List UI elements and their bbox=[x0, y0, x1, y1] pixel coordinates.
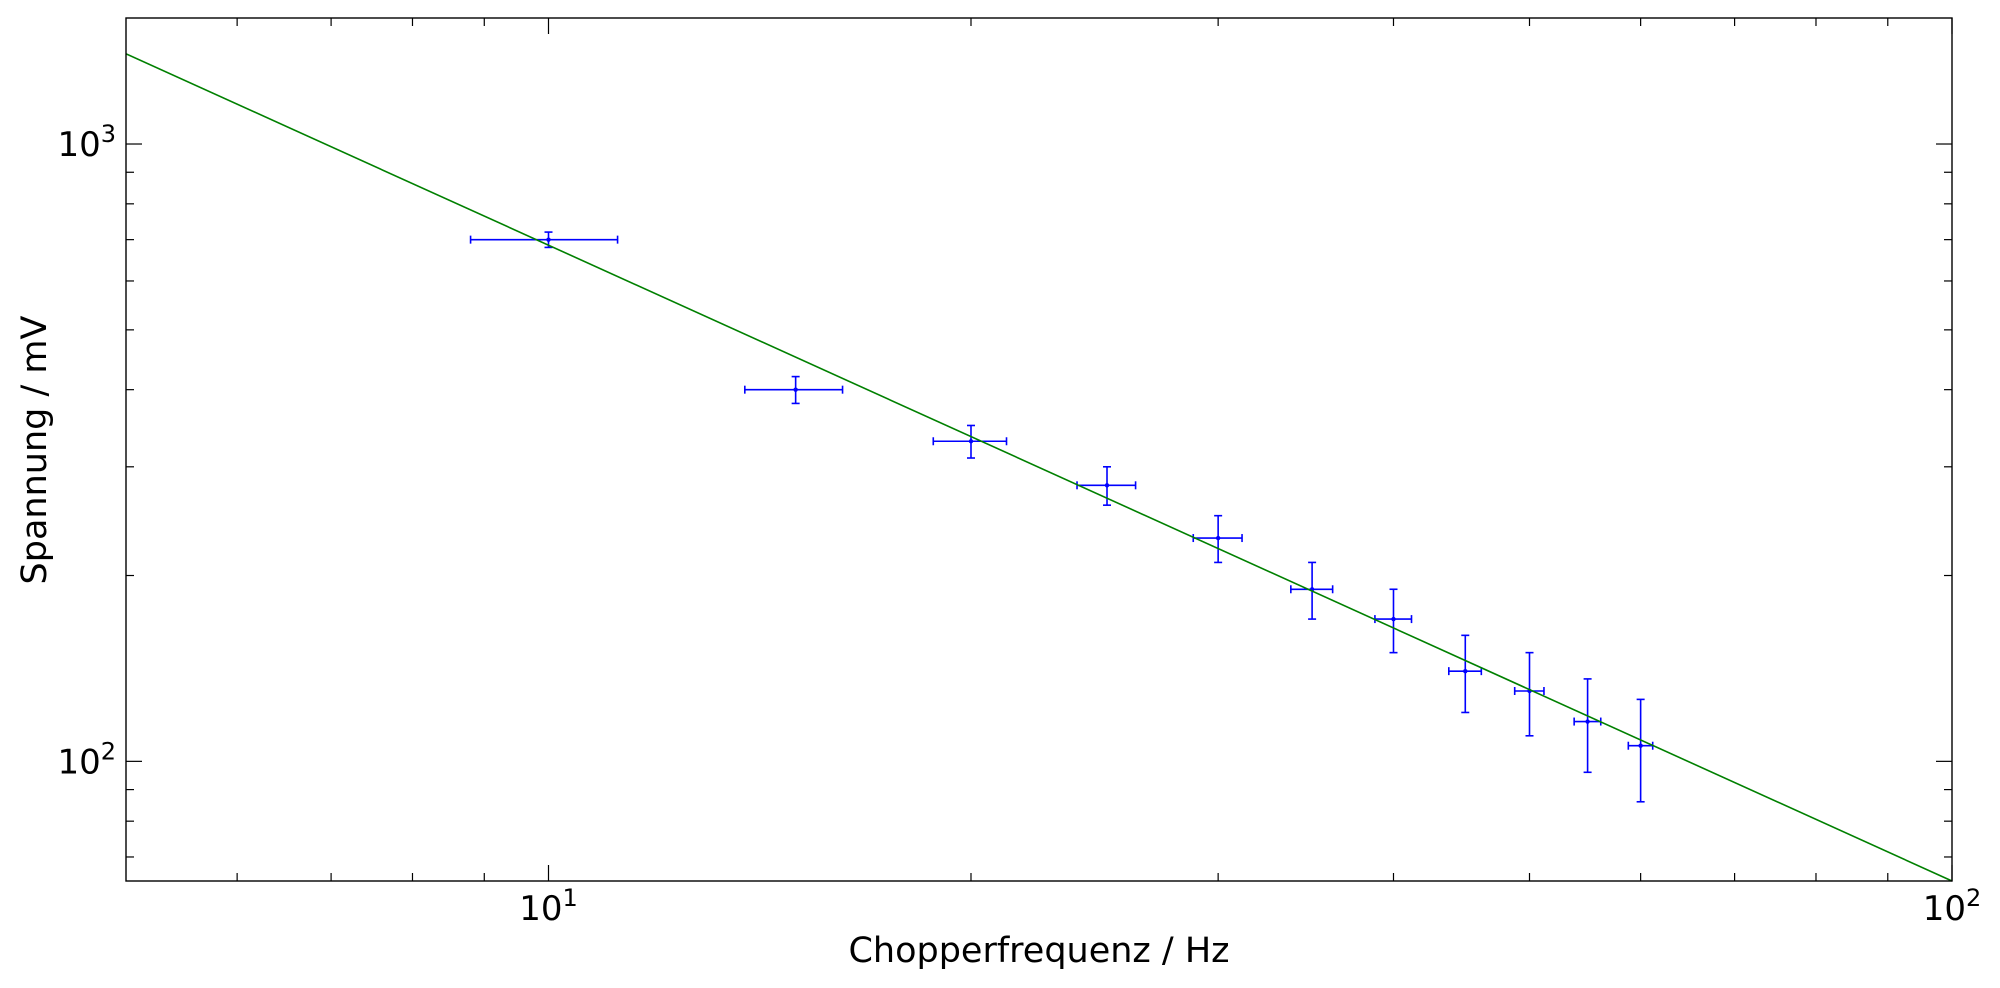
point-marker bbox=[1585, 719, 1590, 724]
data-point bbox=[1374, 588, 1413, 654]
y-axis-label: Spannung / mV bbox=[15, 315, 55, 584]
x-tick-label: 101 bbox=[519, 884, 578, 929]
x-axis-label: Chopperfrequenz / Hz bbox=[848, 931, 1229, 971]
data-point bbox=[469, 231, 619, 249]
x-tick-label: 102 bbox=[1923, 884, 1982, 929]
data-point bbox=[744, 375, 844, 405]
point-marker bbox=[1215, 535, 1221, 541]
data-point bbox=[1076, 466, 1137, 506]
data-point bbox=[1513, 651, 1545, 737]
data-point bbox=[1448, 634, 1483, 714]
point-marker bbox=[546, 237, 551, 242]
y-tick-label: 102 bbox=[57, 737, 116, 782]
axes-frame bbox=[125, 17, 1953, 882]
axis-ticks bbox=[126, 18, 1953, 881]
point-marker bbox=[1104, 483, 1110, 488]
point-marker bbox=[1463, 668, 1468, 674]
y-tick-label: 103 bbox=[57, 120, 116, 165]
point-marker bbox=[1638, 743, 1643, 748]
point-marker bbox=[793, 387, 798, 392]
data-marks bbox=[125, 53, 1953, 882]
fit-line bbox=[125, 53, 1953, 882]
data-point bbox=[1573, 678, 1602, 774]
point-marker bbox=[1391, 616, 1396, 622]
data-point bbox=[1627, 698, 1654, 803]
data-point bbox=[932, 424, 1008, 459]
data-point bbox=[1192, 514, 1243, 564]
tick-labels: 101 102 102 103 bbox=[57, 120, 1981, 929]
point-marker bbox=[968, 439, 974, 444]
